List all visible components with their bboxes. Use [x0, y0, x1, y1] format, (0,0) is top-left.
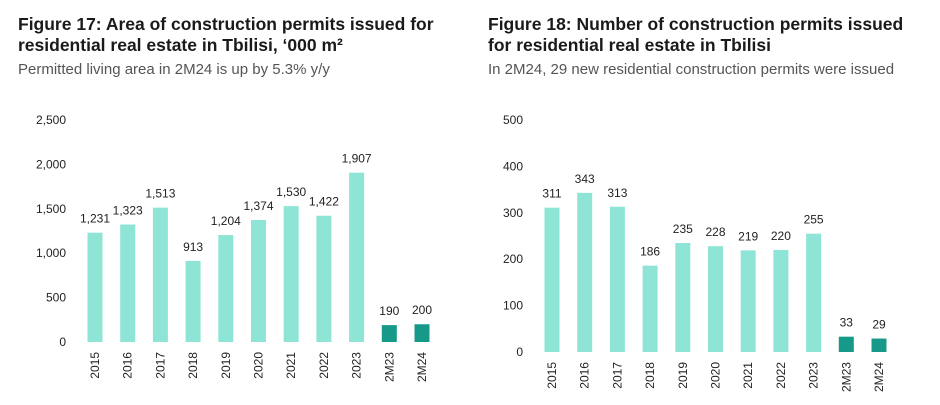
bar-2021: [740, 250, 756, 352]
bar-2022: [316, 215, 332, 342]
figure-18-title-line1: Figure 18: Number of construction permit…: [488, 14, 904, 34]
figure-17-title-line2: residential real estate in Tbilisi, ‘000…: [18, 35, 343, 55]
value-label: 1,374: [243, 199, 273, 213]
value-label: 200: [412, 303, 432, 317]
value-label: 1,513: [145, 187, 175, 201]
value-label: 1,323: [113, 204, 143, 218]
figure-17-subtitle: Permitted living area in 2M24 is up by 5…: [18, 61, 330, 78]
x-tick-label: 2020: [252, 352, 266, 379]
bar-2017: [152, 207, 168, 342]
x-tick-label: 2015: [545, 362, 559, 389]
value-label: 235: [673, 222, 693, 236]
y-tick-label: 0: [516, 345, 523, 359]
x-tick-label: 2018: [643, 362, 657, 389]
bar-2015: [87, 232, 103, 342]
value-label: 33: [840, 316, 854, 330]
x-tick-label: 2023: [350, 352, 364, 379]
bar-2M23: [838, 336, 854, 352]
x-tick-label: 2018: [186, 352, 200, 379]
bar-2M24: [871, 338, 887, 352]
bar-2022: [773, 249, 789, 352]
figure-18-chart: 0 100 200 300 400 500 311 2015 343 2016 313 2017 186…: [503, 113, 887, 392]
x-tick-label: 2M24: [415, 352, 429, 382]
bar-2019: [675, 242, 691, 352]
x-tick-label: 2017: [610, 362, 624, 389]
bar-2016: [120, 224, 136, 342]
y-tick-label: 1,000: [36, 246, 66, 260]
x-tick-label: 2019: [676, 362, 690, 389]
x-tick-label: 2023: [807, 362, 821, 389]
x-tick-label: 2M24: [872, 362, 886, 392]
value-label: 29: [872, 318, 886, 332]
value-label: 343: [575, 172, 595, 186]
bar-2020: [708, 246, 723, 352]
y-tick-label: 0: [59, 335, 66, 349]
y-tick-label: 100: [503, 299, 523, 313]
y-tick-label: 2,000: [36, 157, 66, 171]
x-tick-label: 2017: [153, 352, 167, 379]
x-tick-label: 2021: [284, 352, 298, 379]
value-label: 313: [607, 186, 627, 200]
x-tick-label: 2M23: [382, 352, 396, 382]
figure-18-title-line2: for residential real estate in Tbilisi: [488, 35, 772, 55]
y-tick-label: 1,500: [36, 202, 66, 216]
x-tick-label: 2016: [121, 352, 135, 379]
y-tick-label: 400: [503, 159, 523, 173]
value-label: 1,204: [211, 214, 241, 228]
value-label: 1,422: [309, 195, 339, 209]
figure-18-panel: Figure 18: Number of construction permit…: [470, 0, 940, 405]
bar-2016: [577, 192, 593, 352]
value-label: 186: [640, 245, 660, 259]
bar-2020: [251, 219, 266, 342]
figure-17-title-line1: Figure 17: Area of construction permits …: [18, 14, 434, 34]
y-tick-label: 200: [503, 252, 523, 266]
bar-2M23: [381, 325, 397, 342]
value-label: 1,530: [276, 185, 306, 199]
bar-2015: [544, 207, 560, 352]
figure-17-chart: 0 500 1,000 1,500 2,000 2,500 1,231 2015 1,323 20…: [36, 113, 432, 382]
bar-2023: [806, 233, 822, 352]
x-tick-label: 2019: [219, 352, 233, 379]
bar-2018: [642, 265, 658, 352]
value-label: 255: [804, 213, 824, 227]
figure-17-title: Figure 17: Area of construction permits …: [18, 14, 458, 56]
bar-2M24: [414, 324, 430, 342]
y-tick-label: 500: [503, 113, 523, 127]
x-tick-label: 2016: [578, 362, 592, 389]
x-tick-label: 2M23: [839, 362, 853, 392]
value-label: 190: [379, 304, 399, 318]
bar-2021: [283, 206, 299, 342]
figure-17-panel: Figure 17: Area of construction permits …: [18, 14, 458, 382]
bar-2023: [349, 172, 365, 342]
figure-18-title: Figure 18: Number of construction permit…: [488, 14, 928, 56]
x-tick-label: 2021: [741, 362, 755, 389]
y-tick-label: 500: [46, 291, 66, 305]
value-label: 1,231: [80, 212, 110, 226]
figure-18-subtitle: In 2M24, 29 new residential construction…: [488, 61, 895, 78]
value-label: 1,907: [342, 152, 372, 166]
x-tick-label: 2020: [709, 362, 723, 389]
y-tick-label: 300: [503, 206, 523, 220]
bar-2018: [185, 260, 201, 342]
x-tick-label: 2015: [88, 352, 102, 379]
bar-2017: [609, 206, 625, 352]
value-label: 228: [705, 225, 725, 239]
value-label: 311: [542, 187, 561, 201]
x-tick-label: 2022: [774, 362, 788, 389]
y-tick-label: 2,500: [36, 113, 66, 127]
x-tick-label: 2022: [317, 352, 331, 379]
value-label: 913: [183, 240, 203, 254]
bar-2019: [218, 235, 234, 342]
value-label: 220: [771, 229, 791, 243]
value-label: 219: [738, 229, 758, 243]
